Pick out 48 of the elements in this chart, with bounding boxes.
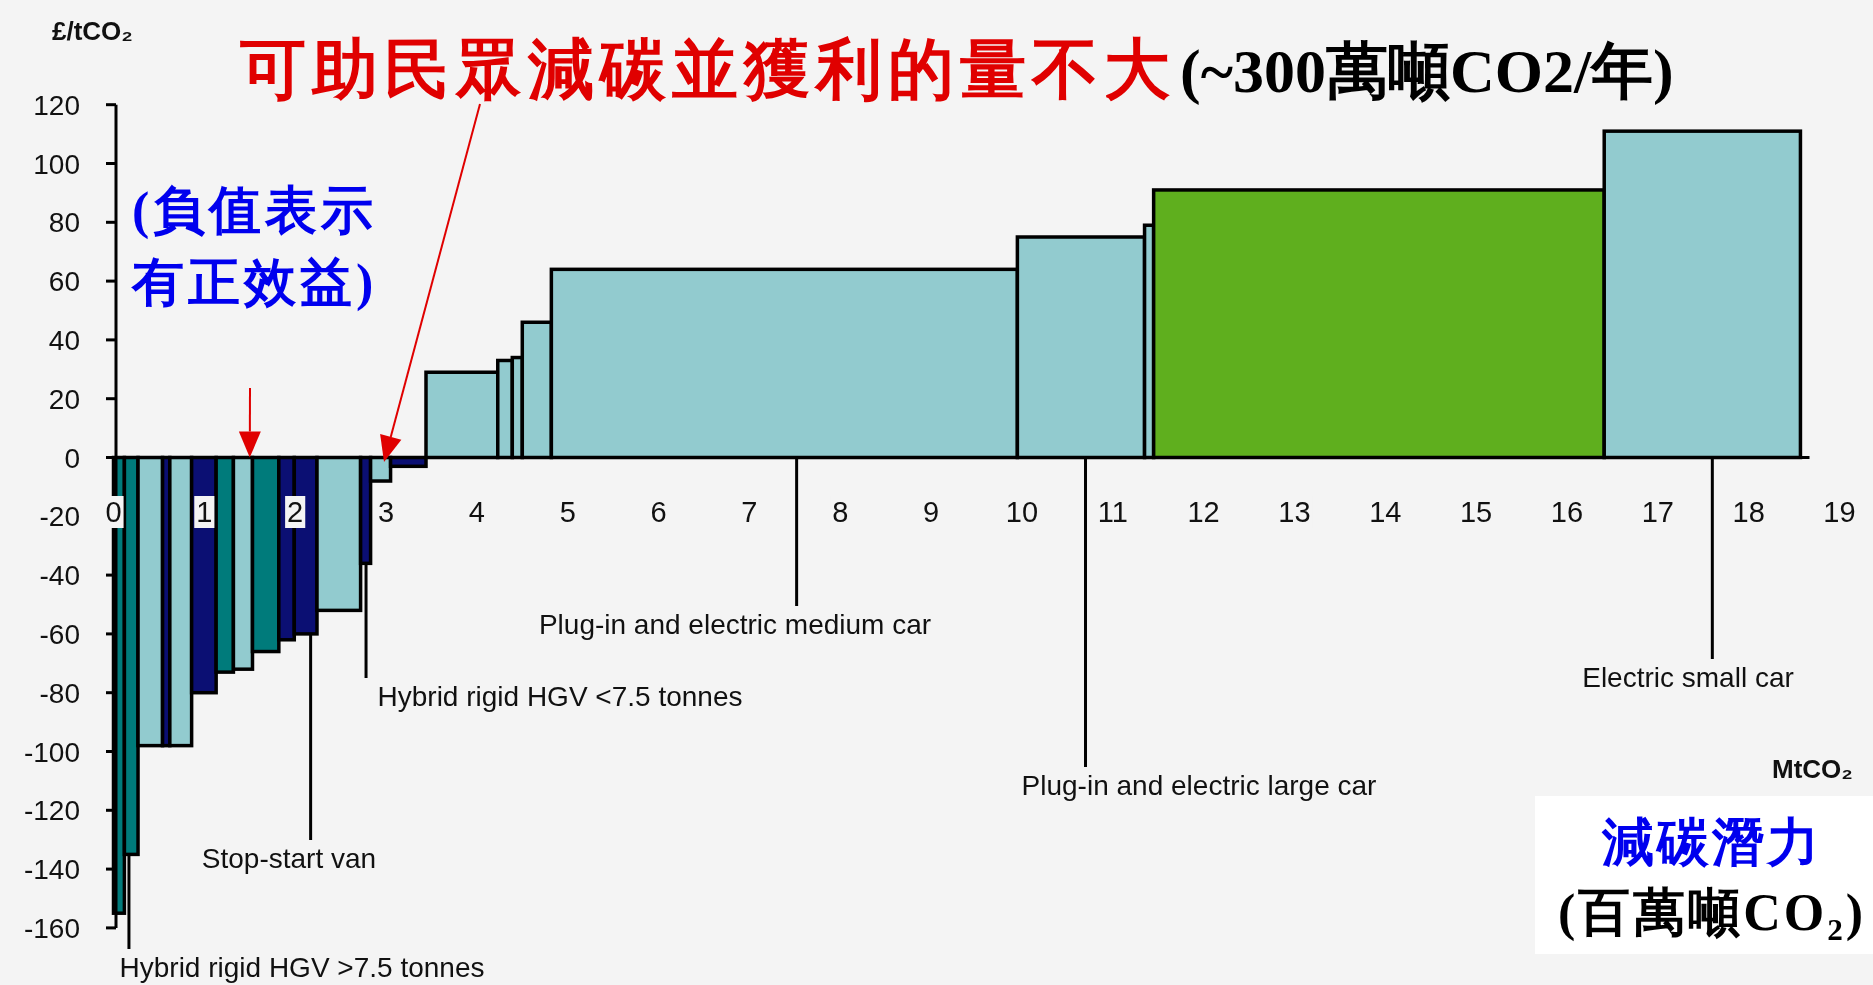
annotation: Plug-in and electric large car — [1021, 770, 1377, 801]
annotation: Plug-in and electric medium car — [538, 609, 932, 640]
annotation: (負值表示有正效益) — [131, 182, 378, 312]
x-tick-label: 12 — [1187, 496, 1220, 528]
x-tick-label: 18 — [1732, 496, 1765, 528]
annotation: Hybrid rigid HGV >7.5 tonnes — [119, 952, 485, 983]
y-tick-label: -60 — [39, 618, 80, 650]
y-tick-label: 80 — [48, 207, 80, 239]
annotation: Stop-start van — [201, 843, 377, 874]
x-tick-label: 5 — [559, 496, 576, 528]
annotation: Electric small car — [1582, 662, 1794, 693]
y-tick-label: -140 — [23, 854, 80, 886]
x-tick-label: 7 — [741, 496, 758, 528]
y-tick-label: -20 — [39, 501, 80, 533]
x-tick-label: 0 — [105, 496, 122, 528]
x-tick-label: 17 — [1641, 496, 1674, 528]
y-tick-label: 100 — [33, 148, 80, 180]
x-tick-label: 16 — [1550, 496, 1584, 528]
annotation: (~300萬噸CO2/年) — [1180, 37, 1674, 106]
x-axis-title: MtCO₂ — [1772, 754, 1853, 784]
x-tick-label: 13 — [1278, 496, 1311, 528]
x-tick-label: 3 — [377, 496, 395, 528]
x-tick-label: 10 — [1005, 496, 1039, 528]
x-tick-label: 19 — [1823, 496, 1856, 528]
y-tick-label: -120 — [23, 795, 80, 827]
x-tick-label: 4 — [468, 496, 485, 528]
x-tick-label: 14 — [1369, 496, 1402, 528]
x-tick-label: 8 — [832, 496, 849, 528]
x-tick-label: 11 — [1097, 496, 1128, 528]
x-tick-label: 2 — [287, 496, 304, 528]
y-tick-label: 20 — [48, 383, 80, 415]
y-tick-label: -80 — [39, 677, 80, 709]
x-tick-label: 9 — [923, 496, 940, 528]
y-tick-label: 40 — [48, 324, 80, 356]
x-tick-label: 1 — [196, 496, 213, 528]
annotation: 可助民眾減碳並獲利的量不大 — [239, 33, 1176, 106]
annotation: (百萬噸CO₂) — [1557, 884, 1867, 942]
y-tick-label: 0 — [64, 442, 80, 474]
y-tick-label: 120 — [33, 89, 80, 121]
x-tick-label: 6 — [650, 496, 667, 528]
y-tick-label: -40 — [39, 560, 80, 592]
y-tick-label: -160 — [23, 912, 80, 944]
y-axis-title: £/tCO₂ — [52, 16, 133, 46]
y-tick-label: 60 — [48, 266, 80, 298]
y-tick-label: -100 — [23, 736, 80, 768]
annotation: 減碳潛力 — [1601, 814, 1822, 871]
annotation: Hybrid rigid HGV <7.5 tonnes — [377, 681, 743, 712]
x-tick-label: 15 — [1460, 496, 1493, 528]
